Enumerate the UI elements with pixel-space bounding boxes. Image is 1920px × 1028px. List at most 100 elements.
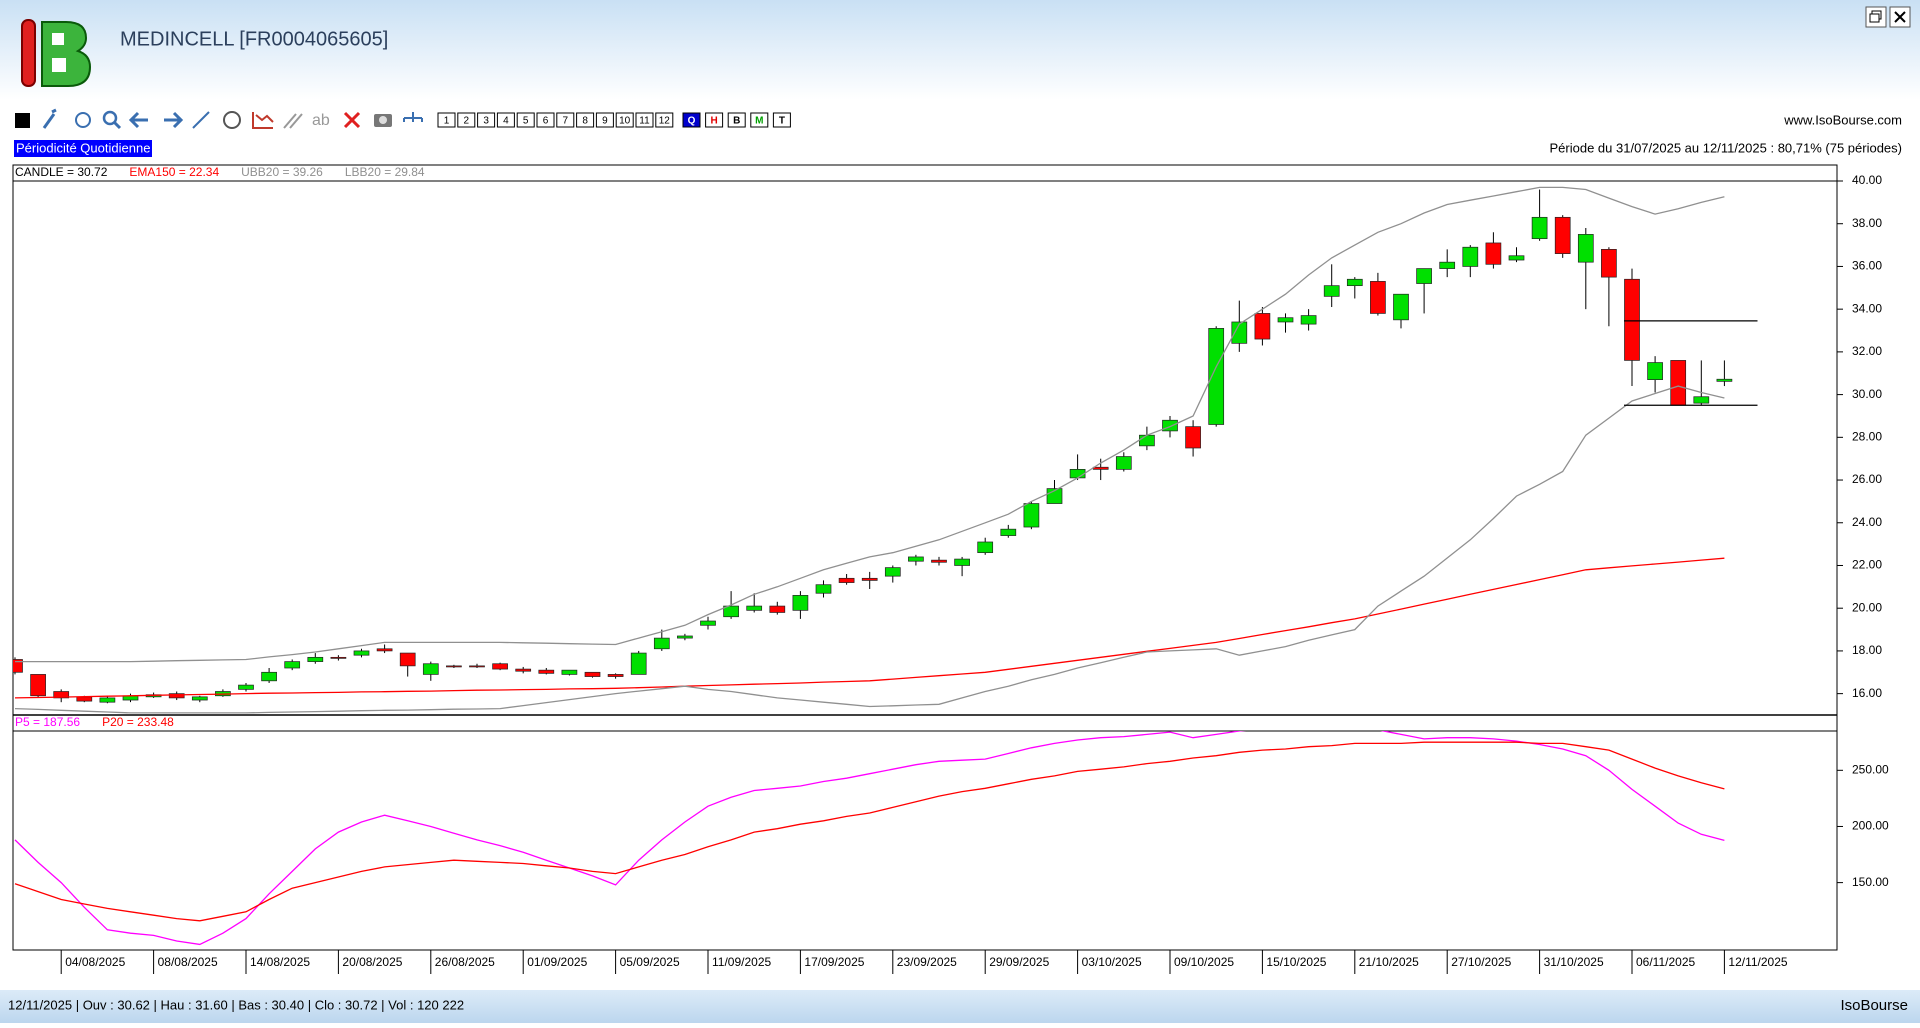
period-button[interactable] [595, 112, 614, 128]
period-label[interactable]: 8 [582, 116, 588, 127]
period-label[interactable]: 4 [503, 116, 509, 127]
tree-tool[interactable] [403, 112, 423, 122]
period-info: Période du 31/07/2025 au 12/11/2025 : 80… [1550, 140, 1902, 155]
x-tick-label: 23/09/2025 [897, 955, 957, 969]
period-label[interactable]: 11 [639, 116, 650, 127]
mode-button[interactable] [727, 112, 746, 128]
period-label[interactable]: 5 [523, 116, 529, 127]
candle-body [284, 661, 301, 669]
mode-label[interactable]: B [733, 116, 740, 127]
candle-body [1462, 246, 1479, 267]
mode-label[interactable]: T [779, 116, 785, 127]
period-label[interactable]: 6 [543, 116, 549, 127]
candle-body [723, 605, 739, 618]
candle-body [1139, 434, 1155, 447]
circle-tool[interactable] [223, 111, 241, 129]
color-tool[interactable] [15, 113, 30, 128]
y-tick-label: 30.00 [1852, 387, 1882, 401]
period-label[interactable]: 10 [619, 116, 631, 127]
trend-tool[interactable] [252, 112, 274, 129]
candle-body [1069, 469, 1086, 479]
mode-label[interactable]: H [710, 116, 717, 127]
toolbar-icons[interactable]: ab [15, 108, 423, 129]
period-button[interactable] [615, 112, 634, 128]
period-button[interactable] [655, 112, 674, 128]
logo [21, 19, 92, 87]
mode-label[interactable]: M [755, 116, 763, 127]
period-label[interactable]: 2 [464, 116, 470, 127]
target-tool[interactable] [75, 112, 91, 128]
period-button[interactable] [576, 112, 595, 128]
candle-body [469, 665, 485, 668]
y-tick-label: 34.00 [1852, 301, 1882, 315]
y-tick-label: 150.00 [1852, 875, 1889, 889]
candle-body [446, 665, 462, 668]
candle-body [1716, 378, 1733, 382]
draw-tool[interactable] [42, 108, 57, 129]
candle-body [492, 663, 508, 670]
mode-button[interactable] [682, 112, 701, 128]
candle-body [677, 635, 693, 639]
period-label[interactable]: 1 [444, 116, 450, 127]
x-tick-label: 17/09/2025 [804, 955, 864, 969]
candle-body [746, 605, 763, 611]
period-label[interactable]: 3 [483, 116, 489, 127]
x-tick-label: 03/10/2025 [1082, 955, 1142, 969]
legend-entry: UBB20 = 39.26 [241, 165, 323, 179]
legend-entry: CANDLE = 30.72 [15, 165, 108, 179]
candle-body [515, 668, 532, 672]
x-tick-label: 14/08/2025 [250, 955, 310, 969]
period-button[interactable] [556, 112, 575, 128]
candle-body [191, 696, 208, 701]
x-tick-label: 04/08/2025 [65, 955, 125, 969]
period-button[interactable] [457, 112, 476, 128]
period-button[interactable] [477, 112, 496, 128]
y-tick-label: 38.00 [1852, 216, 1882, 230]
channel-tool[interactable] [283, 113, 303, 129]
title: MEDINCELL [FR0004065605] [120, 28, 388, 50]
mode-label[interactable]: Q [688, 116, 696, 127]
period-label[interactable]: 7 [563, 116, 569, 127]
mode-button[interactable] [750, 112, 769, 128]
candle-body [1647, 362, 1663, 380]
forward-tool[interactable] [164, 111, 184, 129]
indicator-line [14, 385, 1725, 714]
period-button[interactable] [635, 112, 654, 128]
zoom-tool[interactable] [102, 110, 118, 126]
period-button[interactable] [536, 112, 555, 128]
back-tool[interactable] [128, 111, 148, 129]
candle-body [1531, 216, 1548, 240]
site-link[interactable]: www.IsoBourse.com [1783, 112, 1902, 127]
period-label[interactable]: 9 [602, 116, 608, 127]
candle-body [1485, 242, 1502, 265]
text-tool[interactable]: ab [312, 112, 330, 129]
mode-button[interactable] [772, 112, 791, 128]
candle-body [399, 652, 416, 667]
period-button[interactable] [437, 112, 456, 128]
candle-body [330, 656, 347, 659]
candle-body [168, 693, 185, 699]
candle-body [1000, 528, 1017, 536]
period-button[interactable] [496, 112, 515, 128]
candle-body [561, 669, 578, 675]
periodicity[interactable]: Périodicité Quotidienne [16, 140, 150, 155]
x-tick-label: 11/09/2025 [712, 955, 771, 969]
candle-body [908, 556, 924, 562]
x-tick-label: 09/10/2025 [1174, 955, 1234, 969]
legend-entry: P5 = 187.56 [15, 715, 80, 729]
mode-button[interactable] [705, 112, 724, 128]
indicator-line [14, 731, 1725, 946]
window-buttons[interactable] [1865, 6, 1911, 28]
line-tool[interactable] [192, 111, 210, 129]
delete-tool[interactable] [343, 111, 361, 129]
legend-entry: LBB20 = 29.84 [345, 165, 425, 179]
candle-body [977, 541, 994, 554]
period-button[interactable] [516, 112, 535, 128]
period-label[interactable]: 12 [659, 116, 671, 127]
x-tick-label: 31/10/2025 [1544, 955, 1604, 969]
y-tick-label: 40.00 [1852, 173, 1882, 187]
x-tick-label: 01/09/2025 [527, 955, 587, 969]
candle-body [13, 659, 23, 673]
candle-body [53, 691, 70, 699]
